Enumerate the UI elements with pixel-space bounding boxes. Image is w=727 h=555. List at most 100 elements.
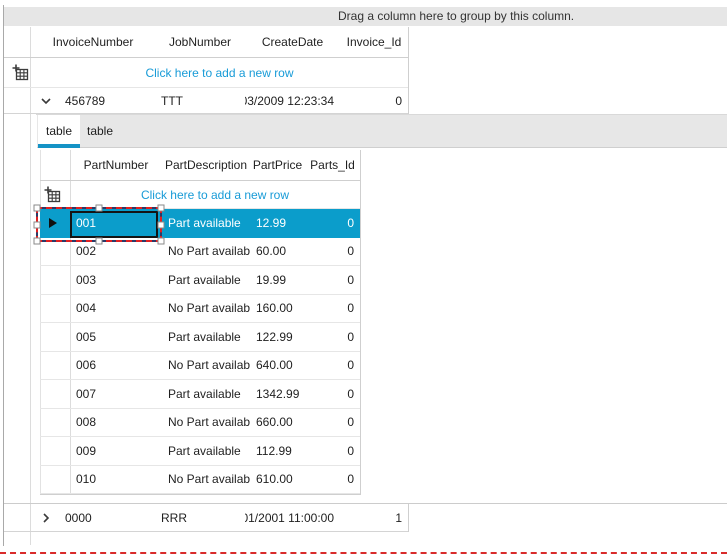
master-row-456789[interactable]: 456789 TTT 01/03/2009 12:23:34 0 [4,88,408,114]
cell-partnumber[interactable]: 010 [76,472,97,487]
cell-parts-id[interactable]: 0 [347,244,354,259]
master-column-header-createdate[interactable]: CreateDate [261,35,324,49]
detail-column-header-parts-id[interactable]: Parts_Id [310,158,355,172]
detail-row-008[interactable]: 008 No Part available 660.00 0 [40,409,360,437]
cell-invoicenumber[interactable]: 0000 [65,510,92,525]
cell-parts-id[interactable]: 0 [347,386,354,401]
cell-partdescription[interactable]: Part available [168,272,241,287]
cell-partdescription[interactable]: No Part available [168,244,250,259]
cell-partprice[interactable]: 160.00 [256,301,293,316]
master-grid-right-border [408,504,409,532]
cell-parts-id[interactable]: 0 [347,216,354,231]
detail-row-005[interactable]: 005 Part available 122.99 0 [40,323,360,352]
detail-column-header-partprice[interactable]: PartPrice [252,158,303,172]
window-left-border [3,5,4,546]
cell-jobnumber[interactable]: TTT [161,93,183,108]
add-row-grid-icon [12,64,29,81]
cell-partdescription[interactable]: Part available [168,216,241,231]
detail-header-row: PartNumber PartDescription PartPrice Par… [40,150,360,181]
cell-createdate[interactable]: 01/01/2001 11:00:00 [245,510,334,525]
master-column-header-invoice-id[interactable]: Invoice_Id [346,35,402,49]
cell-invoice-id[interactable]: 1 [395,510,402,525]
detail-row-003[interactable]: 003 Part available 19.99 0 [40,266,360,295]
detail-row-007[interactable]: 007 Part available 1342.99 0 [40,380,360,409]
cell-parts-id[interactable]: 0 [347,329,354,344]
cell-partdescription[interactable]: No Part available [168,301,250,316]
cell-partprice[interactable]: 660.00 [256,415,293,430]
cell-partnumber[interactable]: 009 [76,443,97,458]
tab-table-1[interactable]: table [38,115,80,147]
resize-handle-top-mid[interactable] [95,204,103,212]
group-by-panel[interactable] [4,7,727,26]
detail-row-009[interactable]: 009 Part available 112.99 0 [40,437,360,466]
cell-partnumber[interactable]: 008 [76,415,97,430]
add-row-grid-icon [44,186,61,203]
cell-partdescription[interactable]: Part available [168,386,241,401]
cell-parts-id[interactable]: 0 [347,443,354,458]
chevron-right-icon[interactable] [40,512,52,524]
cell-partnumber[interactable]: 005 [76,329,97,344]
detail-row-006[interactable]: 006 No Part available 640.00 0 [40,352,360,380]
detail-grid-left-border [40,150,41,494]
cell-partprice[interactable]: 19.99 [256,272,287,287]
cell-partprice[interactable]: 610.00 [256,472,293,487]
resize-handle-top-left[interactable] [33,204,41,212]
cell-partnumber[interactable]: 002 [76,244,97,259]
cell-partdescription[interactable]: No Part available [168,415,250,430]
resize-handle-mid-right[interactable] [157,221,165,229]
resize-handle-bottom-left[interactable] [33,237,41,245]
detail-row-004[interactable]: 004 No Part available 160.00 0 [40,295,360,323]
cell-partdescription[interactable]: Part available [168,329,241,344]
resize-handle-top-right[interactable] [157,204,165,212]
master-column-header-invoicenumber[interactable]: InvoiceNumber [52,35,134,49]
cell-parts-id[interactable]: 0 [347,272,354,287]
master-indicator-separator [30,27,31,545]
cell-partnumber[interactable]: 001 [76,216,97,231]
detail-panel-top-border [36,114,727,115]
cell-partdescription[interactable]: Part available [168,443,241,458]
cell-invoicenumber[interactable]: 456789 [65,93,106,108]
cell-partprice[interactable]: 122.99 [256,329,293,344]
cell-partprice[interactable]: 12.99 [256,216,287,231]
cell-partprice[interactable]: 1342.99 [256,386,300,401]
master-row-0000[interactable]: 0000 RRR 01/01/2001 11:00:00 1 [4,504,408,532]
cell-partdescription[interactable]: No Part available [168,358,250,373]
master-add-new-row-link[interactable]: Click here to add a new row [145,65,294,80]
resize-handle-bottom-right[interactable] [157,237,165,245]
detail-add-new-row-link[interactable]: Click here to add a new row [140,187,290,202]
cell-createdate[interactable]: 01/03/2009 12:23:34 [245,93,334,108]
tab-table-2[interactable]: table [86,124,114,138]
detail-grid-right-border [360,150,361,494]
master-grid-right-border [408,27,409,114]
detail-row-001[interactable]: 001 Part available 12.99 0 [40,209,360,238]
cell-partnumber[interactable]: 004 [76,301,97,316]
cell-partprice[interactable]: 60.00 [256,244,287,259]
resize-handle-bottom-mid[interactable] [95,237,103,245]
cell-invoice-id[interactable]: 0 [395,93,402,108]
cell-partprice[interactable]: 112.99 [256,443,292,458]
master-new-row[interactable]: Click here to add a new row [4,58,408,88]
detail-indicator-separator [70,150,71,494]
detail-row-002[interactable]: 002 No Part available 60.00 0 [40,238,360,266]
cell-parts-id[interactable]: 0 [347,301,354,316]
detail-grid-bottom-border [40,494,361,495]
cell-partnumber[interactable]: 006 [76,358,97,373]
master-column-header-jobnumber[interactable]: JobNumber [168,35,232,49]
cell-jobnumber[interactable]: RRR [161,510,187,525]
detail-row-010[interactable]: 010 No Part available 610.00 0 [40,466,360,494]
cell-partprice[interactable]: 640.00 [256,358,293,373]
detail-column-header-partnumber[interactable]: PartNumber [83,158,149,172]
cell-parts-id[interactable]: 0 [347,358,354,373]
detail-tab-strip: table table [37,115,727,148]
cell-partnumber[interactable]: 003 [76,272,97,287]
detail-new-row[interactable]: Click here to add a new row [40,181,360,209]
cell-partdescription[interactable]: No Part available [168,472,250,487]
cell-partnumber[interactable]: 007 [76,386,97,401]
cell-parts-id[interactable]: 0 [347,472,354,487]
resize-handle-mid-left[interactable] [33,221,41,229]
cell-parts-id[interactable]: 0 [347,415,354,430]
detail-column-header-partdescription[interactable]: PartDescription [164,158,248,172]
overlay-bottom-dashed-line [0,552,727,554]
chevron-down-icon[interactable] [40,95,52,107]
